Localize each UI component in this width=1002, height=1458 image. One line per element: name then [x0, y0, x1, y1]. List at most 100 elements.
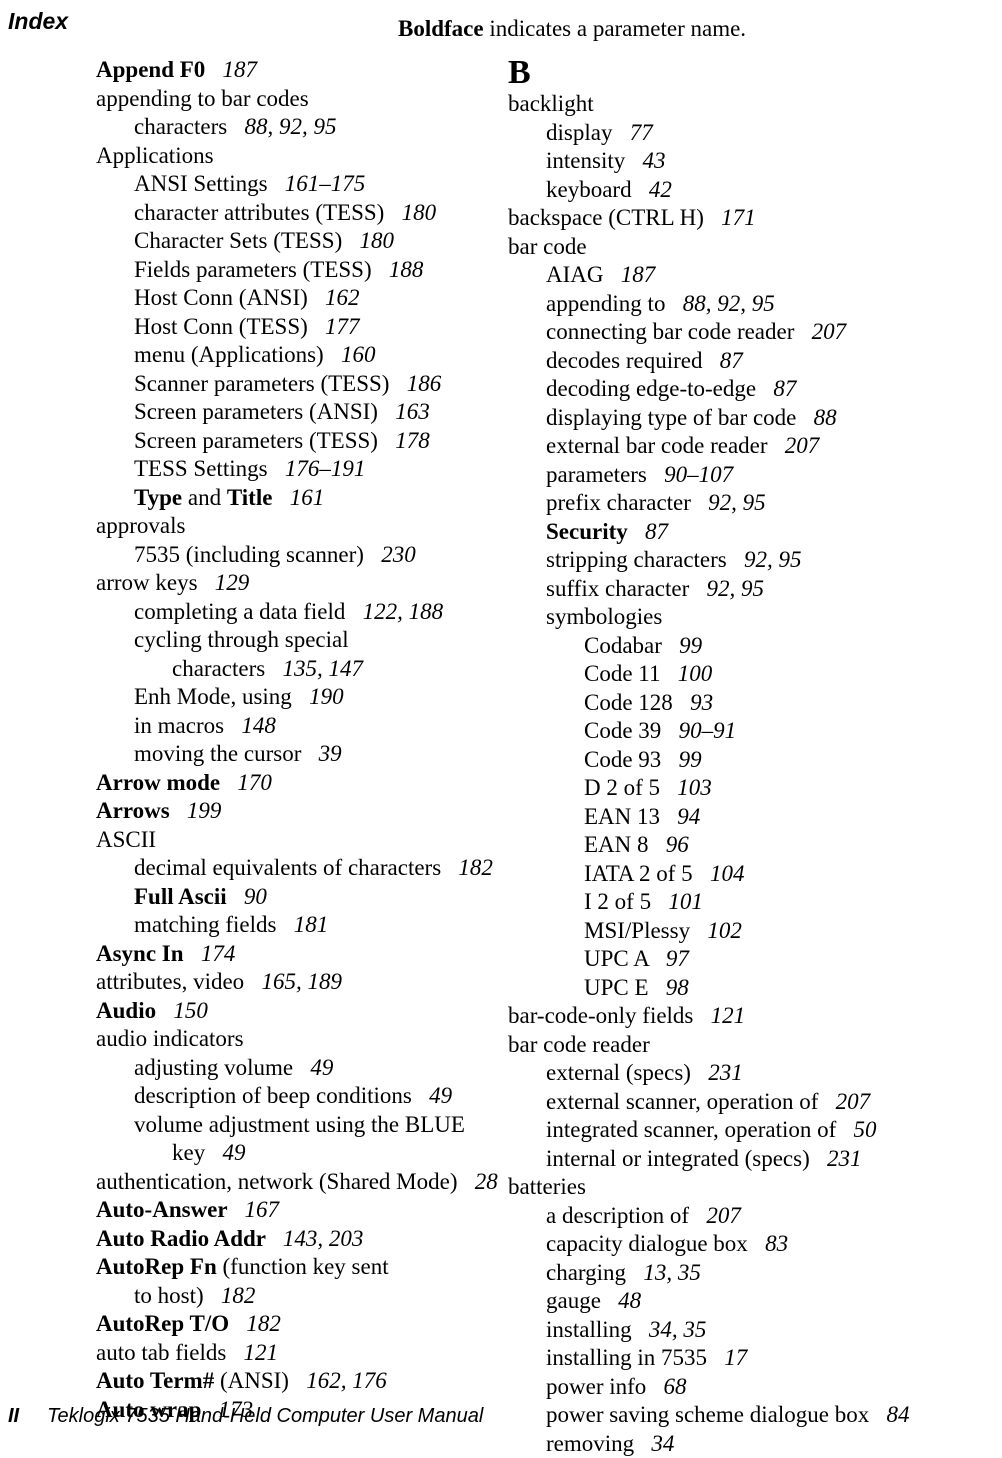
index-entry: displaying type of bar code 88 — [508, 404, 976, 433]
index-entry: volume adjustment using the BLUE — [96, 1111, 508, 1140]
index-entry: Security 87 — [508, 518, 976, 547]
index-entry: external bar code reader 207 — [508, 432, 976, 461]
index-entry: installing in 7535 17 — [508, 1344, 976, 1373]
index-entry: AutoRep T/O 182 — [96, 1310, 508, 1339]
index-entry: moving the cursor 39 — [96, 740, 508, 769]
index-entry: gauge 48 — [508, 1287, 976, 1316]
index-entry: backlight — [508, 90, 976, 119]
index-entry: decodes required 87 — [508, 347, 976, 376]
index-entry: external scanner, operation of 207 — [508, 1088, 976, 1117]
index-entry: Fields parameters (TESS) 188 — [96, 256, 508, 285]
index-entry: ANSI Settings 161–175 — [96, 170, 508, 199]
index-entry: internal or integrated (specs) 231 — [508, 1145, 976, 1174]
index-entry: audio indicators — [96, 1025, 508, 1054]
column-right: B backlightdisplay 77intensity 43keyboar… — [508, 56, 976, 1458]
index-entry: attributes, video 165, 189 — [96, 968, 508, 997]
index-entry: character attributes (TESS) 180 — [96, 199, 508, 228]
index-entry: Code 39 90–91 — [508, 717, 976, 746]
index-entry: to host) 182 — [96, 1282, 508, 1311]
index-entry: Code 128 93 — [508, 689, 976, 718]
index-entry: characters 88, 92, 95 — [96, 113, 508, 142]
index-entry: Type and Title 161 — [96, 484, 508, 513]
index-entry: Host Conn (TESS) 177 — [96, 313, 508, 342]
index-entry: UPC A 97 — [508, 945, 976, 974]
index-entry: TESS Settings 176–191 — [96, 455, 508, 484]
index-entry: Applications — [96, 142, 508, 171]
index-entry: auto tab fields 121 — [96, 1339, 508, 1368]
index-entry: Audio 150 — [96, 997, 508, 1026]
index-entry: MSI/Plessy 102 — [508, 917, 976, 946]
index-entry: backspace (CTRL H) 171 — [508, 204, 976, 233]
column-left: Append F0 187appending to bar codeschara… — [96, 56, 508, 1458]
index-entry: Full Ascii 90 — [96, 883, 508, 912]
footer: IITeklogix 7535 Hand-Held Computer User … — [8, 1405, 483, 1428]
index-entry: Character Sets (TESS) 180 — [96, 227, 508, 256]
index-entry: power saving scheme dialogue box 84 — [508, 1401, 976, 1430]
boldface-note: Boldface indicates a parameter name. — [398, 16, 746, 42]
index-entry: arrow keys 129 — [96, 569, 508, 598]
index-entry: intensity 43 — [508, 147, 976, 176]
index-entry: Screen parameters (TESS) 178 — [96, 427, 508, 456]
index-entry: installing 34, 35 — [508, 1316, 976, 1345]
index-entry: Code 93 99 — [508, 746, 976, 775]
index-entry: prefix character 92, 95 — [508, 489, 976, 518]
index-entry: UPC E 98 — [508, 974, 976, 1003]
column-right-body: backlightdisplay 77intensity 43keyboard … — [508, 90, 976, 1458]
index-entry: IATA 2 of 5 104 — [508, 860, 976, 889]
index-entry: D 2 of 5 103 — [508, 774, 976, 803]
index-entry: menu (Applications) 160 — [96, 341, 508, 370]
index-entry: authentication, network (Shared Mode) 28 — [96, 1168, 508, 1197]
index-entry: ASCII — [96, 826, 508, 855]
index-entry: decimal equivalents of characters 182 — [96, 854, 508, 883]
index-entry: display 77 — [508, 119, 976, 148]
index-entry: Async In 174 — [96, 940, 508, 969]
index-entry: bar-code-only fields 121 — [508, 1002, 976, 1031]
index-entry: Enh Mode, using 190 — [96, 683, 508, 712]
index-entry: keyboard 42 — [508, 176, 976, 205]
index-entry: AIAG 187 — [508, 261, 976, 290]
index-entry: completing a data field 122, 188 — [96, 598, 508, 627]
index-entry: parameters 90–107 — [508, 461, 976, 490]
page-number: II — [8, 1405, 19, 1427]
index-entry: characters 135, 147 — [96, 655, 508, 684]
index-entry: Code 11 100 — [508, 660, 976, 689]
index-entry: capacity dialogue box 83 — [508, 1230, 976, 1259]
index-entry: a description of 207 — [508, 1202, 976, 1231]
index-entry: suffix character 92, 95 — [508, 575, 976, 604]
index-entry: AutoRep Fn (function key sent — [96, 1253, 508, 1282]
index-entry: integrated scanner, operation of 50 — [508, 1116, 976, 1145]
index-entry: Auto Radio Addr 143, 203 — [96, 1225, 508, 1254]
index-entry: description of beep conditions 49 — [96, 1082, 508, 1111]
index-entry: appending to bar codes — [96, 85, 508, 114]
index-entry: EAN 8 96 — [508, 831, 976, 860]
index-label: Index — [8, 8, 68, 35]
index-entry: adjusting volume 49 — [96, 1054, 508, 1083]
index-entry: stripping characters 92, 95 — [508, 546, 976, 575]
index-entry: cycling through special — [96, 626, 508, 655]
index-entry: Codabar 99 — [508, 632, 976, 661]
index-entry: bar code reader — [508, 1031, 976, 1060]
page: Index Boldface indicates a parameter nam… — [0, 0, 1002, 1452]
index-entry: Arrows 199 — [96, 797, 508, 826]
index-entry: external (specs) 231 — [508, 1059, 976, 1088]
boldface-word: Boldface — [398, 16, 484, 41]
index-entry: key 49 — [96, 1139, 508, 1168]
index-entry: 7535 (including scanner) 230 — [96, 541, 508, 570]
index-entry: Auto-Answer 167 — [96, 1196, 508, 1225]
index-entry: matching fields 181 — [96, 911, 508, 940]
index-entry: Scanner parameters (TESS) 186 — [96, 370, 508, 399]
index-entry: bar code — [508, 233, 976, 262]
index-entry: I 2 of 5 101 — [508, 888, 976, 917]
index-entry: Auto Term# (ANSI) 162, 176 — [96, 1367, 508, 1396]
index-entry: charging 13, 35 — [508, 1259, 976, 1288]
index-entry: approvals — [96, 512, 508, 541]
index-entry: Screen parameters (ANSI) 163 — [96, 398, 508, 427]
index-entry: Arrow mode 170 — [96, 769, 508, 798]
index-entry: removing 34 — [508, 1430, 976, 1458]
index-entry: power info 68 — [508, 1373, 976, 1402]
index-entry: EAN 13 94 — [508, 803, 976, 832]
index-entry: Append F0 187 — [96, 56, 508, 85]
index-entry: symbologies — [508, 603, 976, 632]
index-entry: connecting bar code reader 207 — [508, 318, 976, 347]
index-entry: batteries — [508, 1173, 976, 1202]
